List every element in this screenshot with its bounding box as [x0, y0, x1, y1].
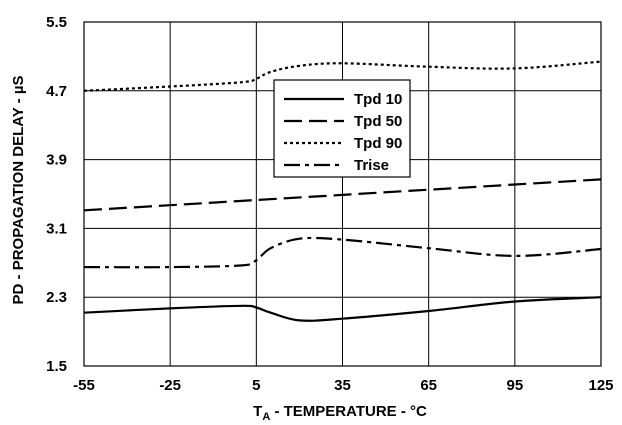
x-tick-label: 35	[334, 377, 351, 394]
x-tick-label: -25	[159, 377, 181, 394]
x-tick-label: 65	[420, 377, 437, 394]
x-tick-label: 95	[506, 377, 523, 394]
y-tick-label: 4.7	[46, 83, 67, 100]
y-axis-label: PD - PROPAGATION DELAY - µS	[10, 76, 27, 305]
x-tick-label: -55	[73, 377, 95, 394]
x-tick-label: 125	[588, 377, 613, 394]
legend-label: Tpd 90	[354, 135, 402, 152]
y-tick-labels: 1.5 2.3 3.1 3.9 4.7 5.5	[46, 14, 67, 375]
x-axis-label-main: T	[253, 403, 262, 420]
y-tick-label: 3.1	[46, 220, 67, 237]
y-tick-label: 5.5	[46, 14, 67, 31]
series-line-tpd-90	[83, 60, 602, 92]
x-axis-label-subscript: A	[262, 411, 270, 423]
series-line-trise	[83, 236, 602, 269]
legend-label: Tpd 10	[354, 91, 402, 108]
y-tick-label: 1.5	[46, 358, 67, 375]
x-axis-label-rest: - TEMPERATURE - °C	[270, 403, 427, 420]
legend-label: Tpd 50	[354, 113, 402, 130]
series-layer	[83, 60, 602, 322]
x-tick-labels: -55 -25 5 35 65 95 125	[73, 377, 613, 394]
legend-box	[273, 79, 411, 178]
legend: Tpd 10 Tpd 50 Tpd 90 Trise	[273, 79, 411, 178]
series-line-tpd-50	[83, 178, 602, 212]
series-line-tpd-10	[83, 296, 602, 322]
x-tick-label: 5	[252, 377, 260, 394]
legend-label: Trise	[354, 157, 389, 174]
x-axis-label: TA - TEMPERATURE - °C	[253, 403, 427, 423]
y-tick-label: 3.9	[46, 152, 67, 169]
plot-frame	[83, 21, 602, 367]
y-tick-label: 2.3	[46, 289, 67, 306]
